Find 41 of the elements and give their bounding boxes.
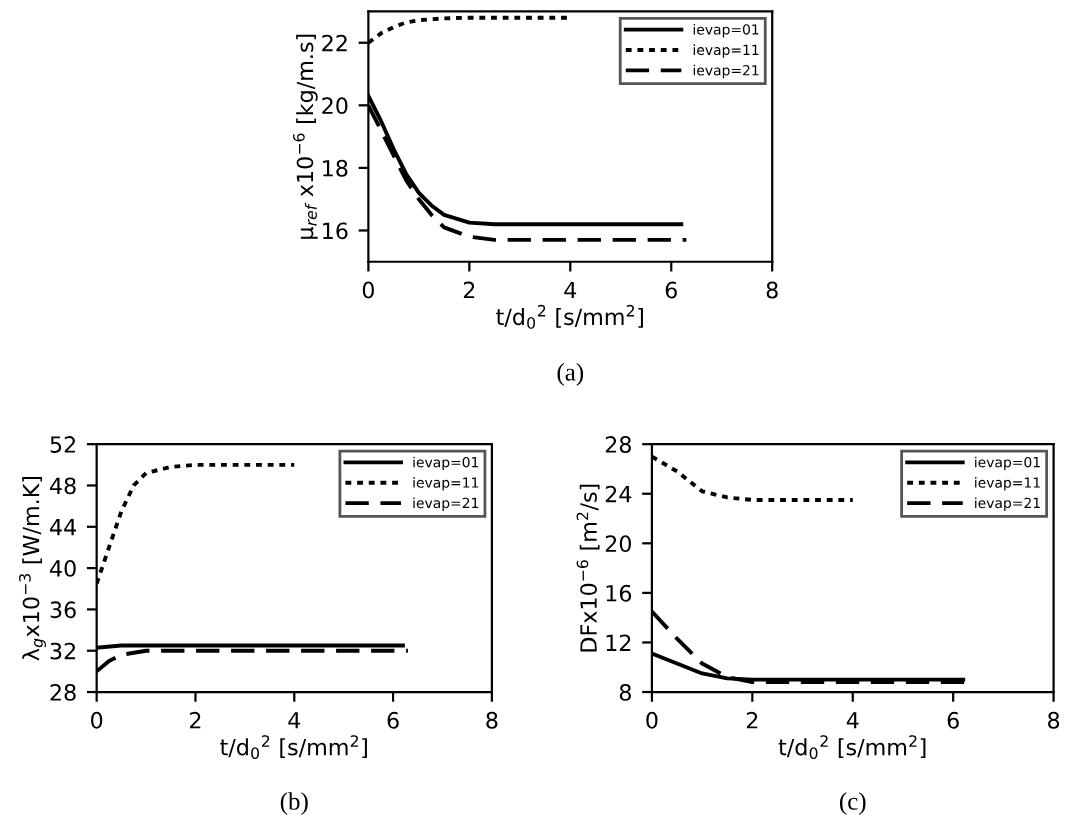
x-axis-title: t/d$_{0}$$^{2}$ [s/mm$^{2}$]	[778, 735, 926, 760]
y-tick-label: 40	[50, 560, 76, 577]
x-axis-title: t/d$_{0}$$^{2}$ [s/mm$^{2}$]	[496, 304, 643, 329]
x-tick-label: 6	[665, 281, 677, 299]
text: (c)	[839, 792, 866, 815]
y-tick-label: 28	[605, 436, 631, 453]
x-tick-label: 4	[564, 281, 577, 299]
x-tick-label: 0	[91, 711, 103, 729]
y-axis-title: μ$_{ref}$ x10$^{−6}$ [kg/m.s]	[292, 34, 318, 239]
y-tick-label: 28	[50, 683, 76, 701]
y-tick-label: 52	[50, 436, 75, 453]
y-tick-label: 22	[322, 34, 347, 52]
y-tick-label: 16	[323, 222, 348, 240]
x-tick-label: 2	[746, 711, 758, 729]
y-axis-title: DFx10$^{−6}$ [m$^{2}$/s]	[576, 484, 600, 652]
x-tick-label: 4	[846, 712, 859, 729]
x-tick-label: 0	[362, 281, 374, 299]
y-tick-label: 24	[605, 485, 632, 503]
x-tick-label: 4	[288, 712, 301, 729]
text: (b)	[280, 792, 308, 815]
y-tick-label: 32	[50, 642, 75, 660]
x-tick-label: 0	[646, 711, 658, 729]
y-tick-label: 20	[605, 535, 631, 553]
y-tick-label: 48	[50, 477, 76, 495]
x-tick-label: 6	[387, 711, 399, 729]
text: (a)	[557, 363, 584, 386]
y-tick-label: 18	[323, 159, 348, 177]
y-tick-label: 36	[50, 601, 76, 619]
x-tick-label: 8	[1048, 711, 1060, 729]
x-tick-label: 2	[463, 281, 475, 299]
x-tick-label: 6	[947, 711, 959, 729]
x-tick-label: 8	[486, 711, 498, 729]
y-tick-label: 20	[322, 97, 348, 115]
y-tick-label: 12	[606, 634, 631, 651]
x-tick-label: 8	[766, 281, 778, 299]
y-axis-title: λ$_{g}$x10$^{−3}$ [W/m.K]	[19, 476, 46, 661]
y-tick-label: 44	[50, 519, 76, 536]
x-axis-title: t/d$_{0}$$^{2}$ [s/mm$^{2}$]	[220, 735, 367, 760]
y-tick-label: 8	[619, 683, 631, 701]
y-tick-label: 16	[606, 584, 632, 602]
x-tick-label: 2	[190, 711, 201, 729]
